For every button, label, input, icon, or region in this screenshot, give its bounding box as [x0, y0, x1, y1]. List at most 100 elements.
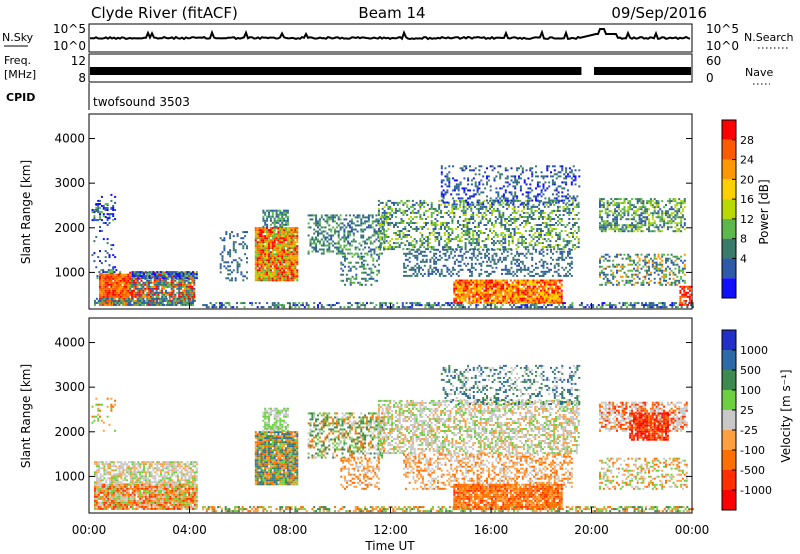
range-gate-cell — [496, 285, 499, 288]
range-gate-cell — [517, 242, 520, 245]
range-gate-cell — [480, 268, 483, 271]
range-gate-cell — [417, 228, 420, 230]
range-gate-cell — [148, 295, 150, 298]
range-gate-cell — [341, 250, 344, 253]
range-gate-cell — [344, 283, 346, 286]
range-gate-cell — [508, 230, 510, 232]
range-gate-cell — [517, 218, 520, 220]
range-gate-cell — [479, 299, 482, 302]
range-gate-cell — [526, 222, 529, 224]
range-gate-cell — [540, 248, 543, 251]
range-gate-cell — [275, 255, 278, 258]
range-gate-cell — [410, 244, 412, 247]
range-gate-cell — [296, 275, 299, 278]
range-gate-cell — [142, 287, 145, 290]
range-gate-cell — [387, 211, 390, 214]
range-gate-cell — [349, 252, 351, 255]
range-gate-cell — [377, 248, 380, 251]
range-gate-cell — [502, 242, 505, 245]
range-gate-cell — [296, 304, 299, 307]
range-gate-cell — [266, 209, 269, 212]
range-gate-cell — [332, 214, 335, 217]
range-gate-cell — [462, 214, 465, 216]
range-gate-cell — [260, 237, 263, 240]
range-gate-cell — [290, 243, 293, 246]
range-gate-cell — [564, 240, 567, 243]
range-gate-cell — [262, 215, 265, 218]
range-gate-cell — [123, 295, 126, 298]
range-gate-cell — [108, 291, 111, 294]
range-gate-cell — [459, 299, 461, 302]
range-gate-cell — [421, 254, 424, 257]
range-gate-cell — [290, 241, 293, 244]
range-gate-cell — [525, 191, 528, 194]
range-gate-cell — [102, 215, 105, 218]
range-gate-cell — [533, 195, 536, 198]
range-gate-cell — [273, 229, 276, 232]
range-gate-cell — [254, 237, 257, 240]
range-gate-cell — [513, 222, 516, 224]
range-gate-cell — [376, 269, 379, 272]
range-gate-cell — [105, 301, 108, 304]
range-gate-cell — [481, 214, 484, 216]
range-gate-cell — [485, 205, 488, 208]
range-gate-cell — [569, 306, 572, 309]
range-gate-cell — [425, 218, 427, 220]
range-gate-cell — [461, 268, 464, 271]
range-gate-cell — [432, 230, 435, 232]
range-gate-cell — [448, 171, 451, 174]
range-gate-cell — [318, 242, 321, 245]
range-gate-cell — [359, 281, 362, 284]
range-gate-cell — [472, 203, 475, 206]
range-gate-cell — [431, 270, 434, 273]
range-gate-cell — [161, 289, 164, 292]
range-gate-cell — [94, 299, 96, 302]
range-gate-cell — [474, 285, 476, 288]
range-gate-cell — [140, 279, 143, 282]
range-gate-cell — [436, 220, 439, 222]
range-gate-cell — [186, 273, 189, 276]
range-gate-cell — [451, 222, 454, 224]
range-gate-cell — [139, 303, 142, 306]
range-gate-cell — [106, 301, 109, 304]
range-gate-cell — [428, 304, 431, 307]
range-gate-cell — [260, 241, 263, 244]
range-gate-cell — [277, 304, 280, 307]
range-gate-cell — [318, 222, 321, 225]
range-gate-cell — [157, 287, 160, 290]
range-gate-cell — [134, 281, 137, 284]
range-gate-cell — [286, 233, 289, 236]
range-gate-cell — [475, 226, 478, 228]
range-gate-cell — [317, 226, 319, 229]
range-gate-cell — [108, 283, 111, 286]
range-gate-cell — [442, 189, 445, 192]
range-gate-cell — [555, 201, 558, 204]
range-gate-cell — [508, 240, 510, 243]
range-gate-cell — [140, 293, 143, 296]
range-gate-cell — [129, 289, 132, 292]
range-gate-cell — [435, 262, 438, 265]
range-gate-cell — [292, 231, 295, 234]
range-gate-cell — [529, 187, 532, 190]
range-gate-cell — [408, 207, 411, 210]
range-gate-cell — [283, 255, 286, 258]
range-gate-cell — [277, 259, 280, 262]
range-gate-cell — [517, 205, 520, 208]
range-gate-cell — [106, 283, 109, 286]
range-gate-cell — [516, 258, 519, 261]
range-gate-cell — [320, 226, 323, 229]
range-gate-cell — [485, 285, 488, 288]
range-gate-cell — [460, 291, 463, 294]
range-gate-cell — [288, 277, 291, 280]
range-gate-cell — [151, 293, 154, 296]
range-gate-cell — [285, 211, 287, 214]
range-gate-cell — [404, 209, 407, 212]
range-gate-cell — [459, 264, 462, 267]
range-gate-cell — [99, 295, 101, 298]
range-gate-cell — [410, 205, 412, 208]
range-gate-cell — [430, 214, 433, 216]
range-gate-cell — [487, 256, 490, 259]
range-gate-cell — [187, 291, 190, 294]
range-gate-cell — [476, 185, 479, 188]
range-gate-cell — [423, 238, 426, 241]
